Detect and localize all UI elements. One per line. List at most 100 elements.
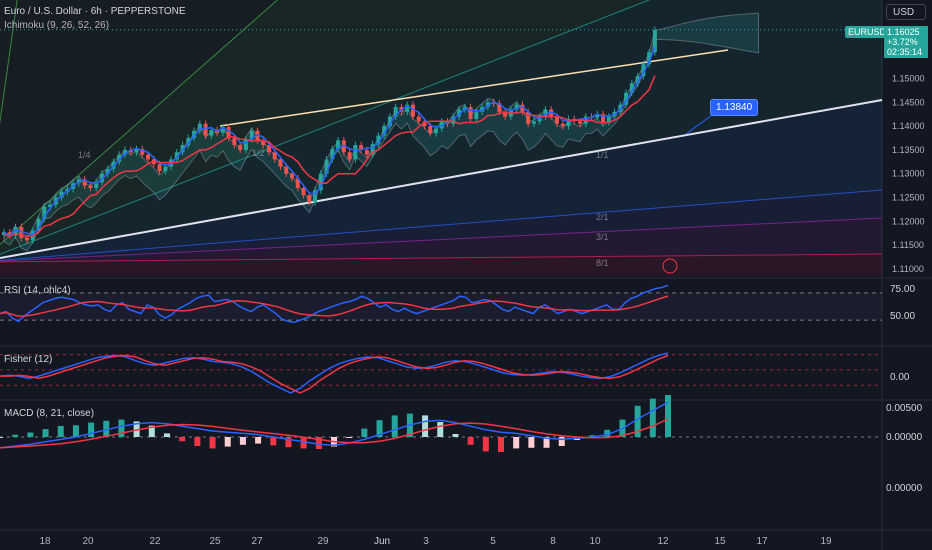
candle xyxy=(88,185,93,188)
candle xyxy=(82,179,87,186)
candle xyxy=(387,116,392,127)
macd-histogram-bar xyxy=(634,405,641,437)
candle xyxy=(232,138,237,146)
candle xyxy=(318,173,323,191)
candle xyxy=(543,109,548,117)
candle xyxy=(451,116,456,124)
time-tick: 15 xyxy=(714,536,726,547)
macd-histogram-bar xyxy=(285,437,292,448)
candle xyxy=(560,123,565,127)
time-tick: 17 xyxy=(756,536,768,547)
macd-histogram-bar xyxy=(148,425,155,437)
symbol-tag: EURUSD xyxy=(845,26,890,38)
macd-histogram-bar xyxy=(224,437,231,447)
macd-histogram-bar xyxy=(513,437,520,449)
candle xyxy=(370,144,375,155)
macd-tick-zero: 0.00000 xyxy=(886,432,923,443)
macd-histogram-bar xyxy=(467,437,474,445)
last-price: 1.16025 xyxy=(887,27,920,37)
macd-histogram-bar xyxy=(300,437,307,449)
candle xyxy=(647,52,652,65)
macd-histogram-bar xyxy=(27,432,34,437)
kijun-line xyxy=(3,75,656,238)
candle xyxy=(382,126,387,136)
candle xyxy=(122,149,127,155)
macd-histogram-bar xyxy=(346,437,353,438)
rsi-line xyxy=(0,284,669,324)
macd-histogram-bar xyxy=(239,437,246,445)
candle xyxy=(601,114,606,123)
candle xyxy=(629,83,634,93)
candle xyxy=(2,232,6,236)
macd-histogram-bar xyxy=(0,437,3,438)
bar-countdown: 02:35:14 xyxy=(887,47,923,57)
macd-histogram-bar xyxy=(179,437,186,442)
candle xyxy=(266,145,271,153)
gann-fan-line xyxy=(0,189,883,261)
candle xyxy=(468,107,473,119)
gann-fan-line xyxy=(0,253,883,263)
candle xyxy=(410,104,415,117)
macd-signal-line xyxy=(0,418,669,449)
price-callout[interactable]: 1.13840 xyxy=(710,99,759,116)
candle xyxy=(261,140,266,146)
gann-fan-line xyxy=(0,217,883,262)
candle xyxy=(595,114,600,118)
candle xyxy=(7,232,12,236)
candle xyxy=(520,104,525,112)
time-tick: 27 xyxy=(251,536,263,547)
candle xyxy=(105,168,110,174)
time-tick: 19 xyxy=(820,536,832,547)
time-tick: 22 xyxy=(149,536,161,547)
rsi-ma-line xyxy=(0,295,669,317)
currency-button[interactable]: USD xyxy=(886,4,926,20)
candle xyxy=(531,121,536,124)
candle xyxy=(439,121,444,129)
candle xyxy=(336,140,341,149)
macd-histogram-bar xyxy=(57,425,64,437)
time-tick: 25 xyxy=(209,536,221,547)
candle xyxy=(180,145,185,153)
candle xyxy=(462,107,467,110)
time-tick: 18 xyxy=(39,536,51,547)
macd-histogram-bar xyxy=(437,422,444,437)
gann-fan-line xyxy=(0,0,18,125)
candle xyxy=(341,140,346,153)
candle xyxy=(393,107,398,117)
candle xyxy=(606,116,611,123)
candle xyxy=(163,166,168,172)
candle xyxy=(359,145,364,150)
macd-histogram-bar xyxy=(422,415,429,437)
candle xyxy=(243,139,248,150)
gann-zone xyxy=(0,0,882,259)
macd-histogram-bar xyxy=(604,429,611,437)
fisher-trigger-line xyxy=(0,354,669,394)
time-tick: 20 xyxy=(82,536,94,547)
candle xyxy=(249,130,254,140)
fisher-title[interactable]: Fisher (12) xyxy=(4,354,53,365)
candle xyxy=(117,154,122,162)
candle xyxy=(192,130,197,138)
macd-histogram-bar xyxy=(498,437,504,452)
ichimoku-indicator-label[interactable]: Ichimoku (9, 26, 52, 26) xyxy=(4,20,110,31)
macd-histogram-bar xyxy=(270,437,277,446)
rsi-title[interactable]: RSI (14, ohlc4) xyxy=(4,285,71,296)
candle xyxy=(197,123,202,131)
candle xyxy=(226,127,231,138)
macd-histogram-bar xyxy=(12,434,19,437)
macd-histogram-bar xyxy=(649,398,656,437)
candle xyxy=(480,107,485,112)
rsi-tick-75: 75.00 xyxy=(890,284,916,295)
candle xyxy=(428,126,433,134)
gann-label-2-1: 2/1 xyxy=(596,212,609,222)
time-tick: 8 xyxy=(550,536,556,547)
candle xyxy=(59,191,64,198)
support-trend-line xyxy=(0,99,883,259)
candle xyxy=(641,64,646,77)
candle xyxy=(566,118,571,127)
macd-title[interactable]: MACD (8, 21, close) xyxy=(4,408,95,419)
gann-label-8-1: 8/1 xyxy=(596,258,609,268)
candle xyxy=(48,204,53,207)
time-tick: 29 xyxy=(317,536,329,547)
